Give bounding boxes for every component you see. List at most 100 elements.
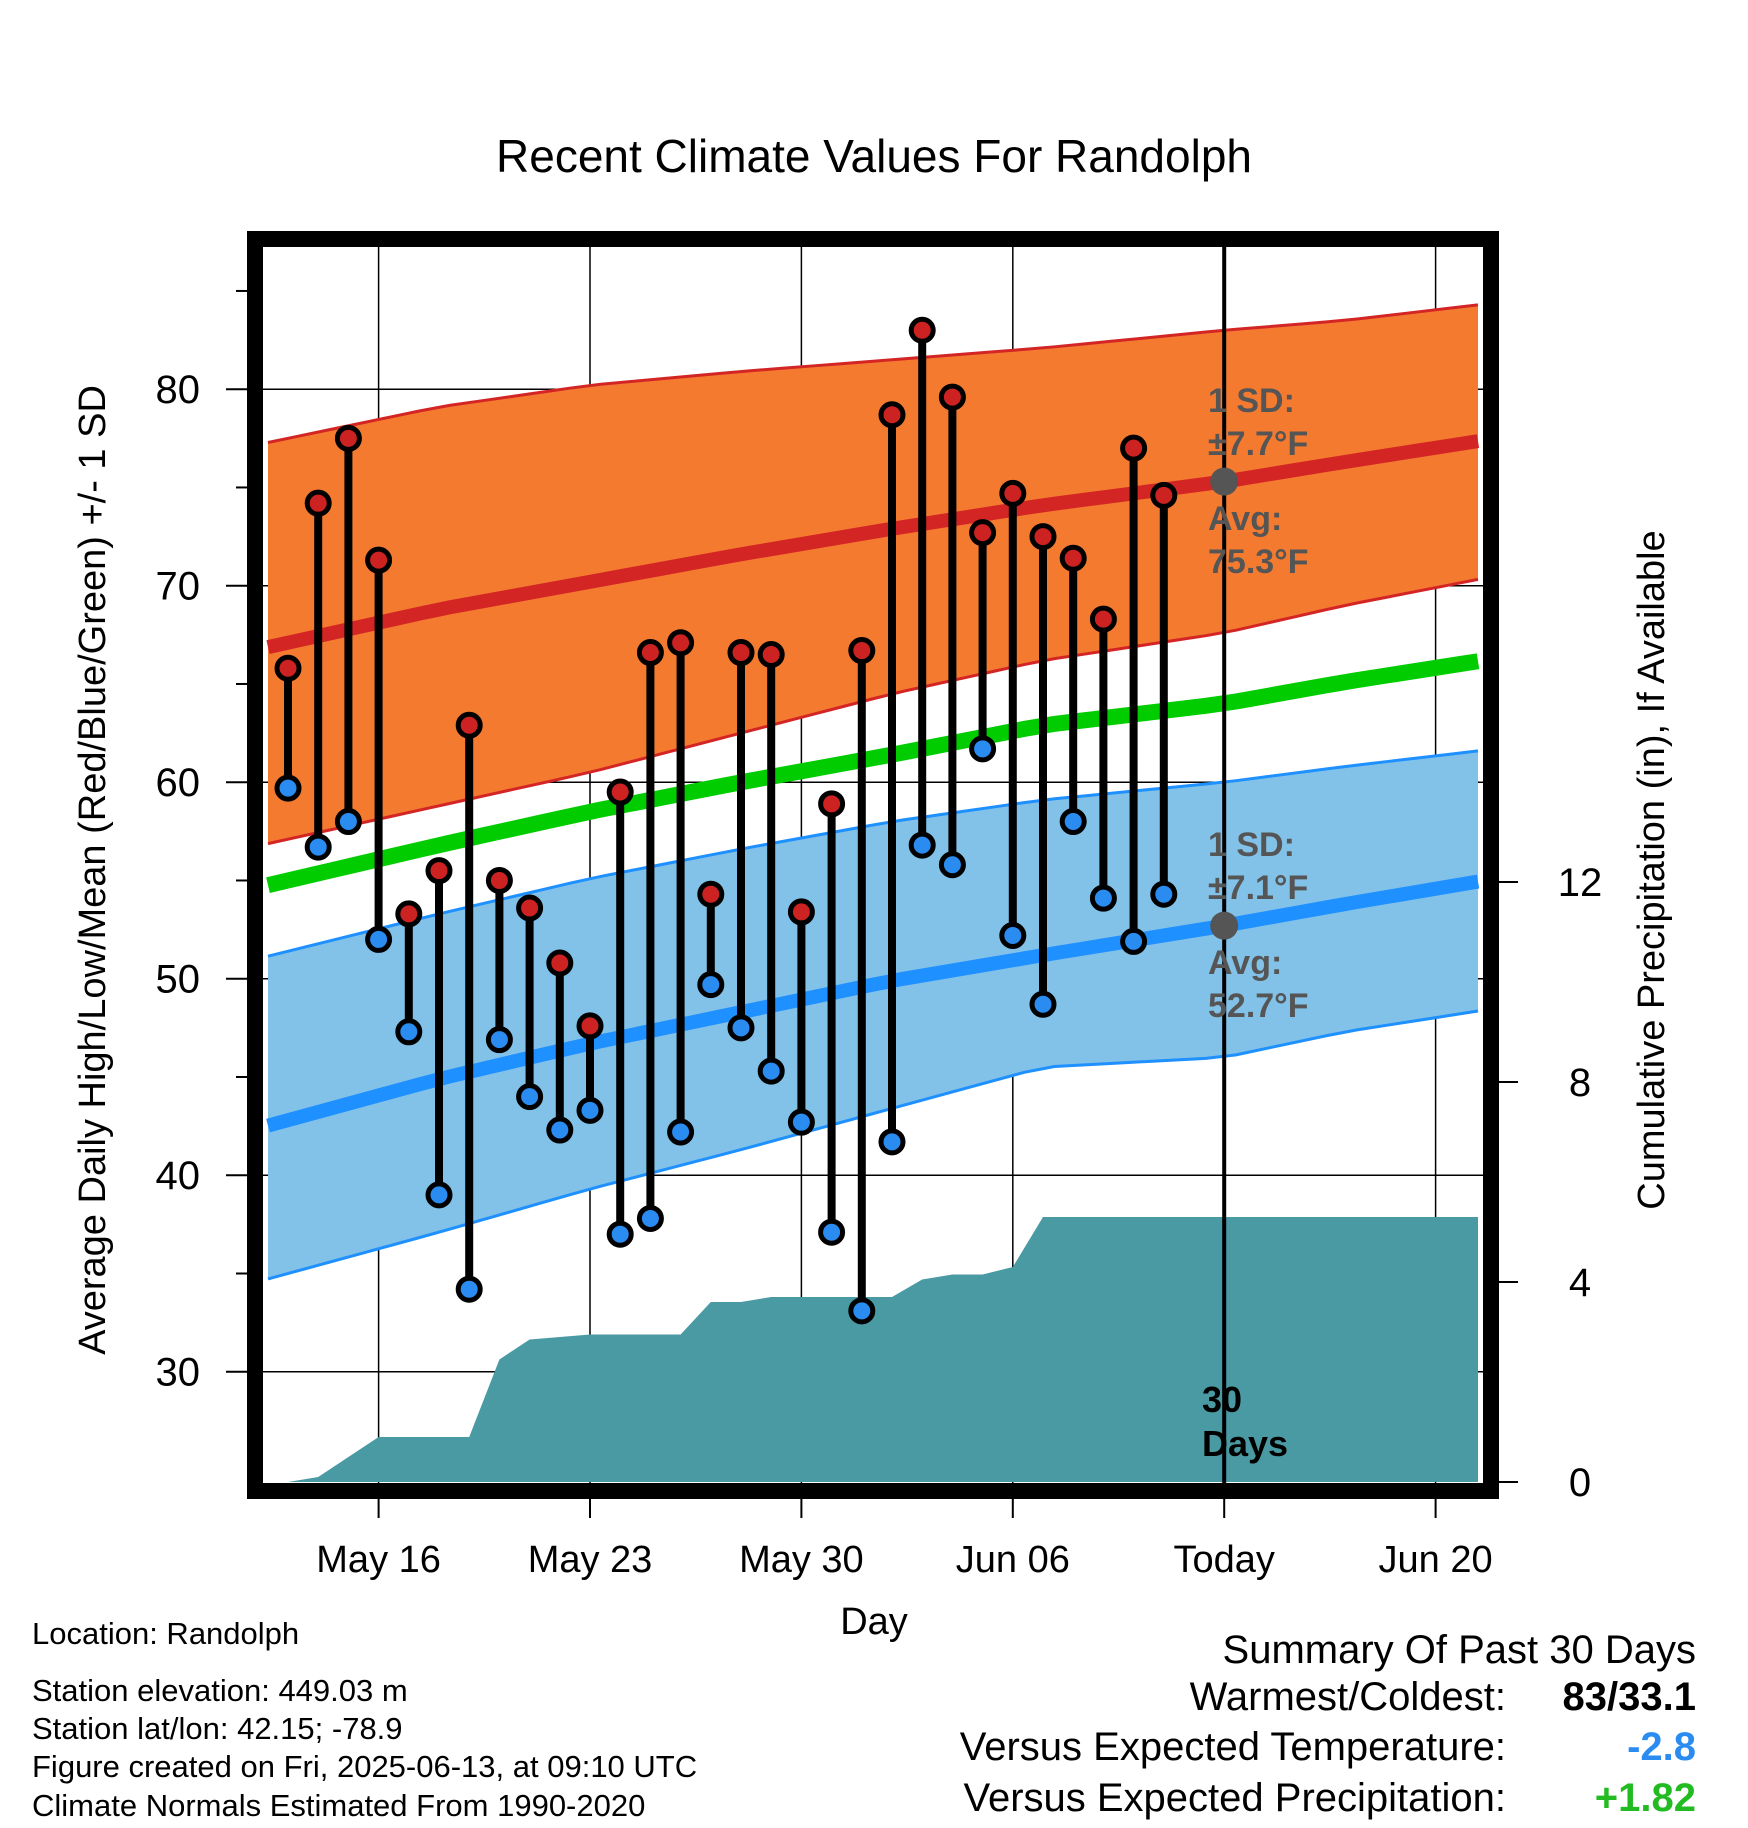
normal-bands	[266, 303, 1480, 1281]
low-point	[455, 1275, 483, 1303]
summary-row-precip: Versus Expected Precipitation: +1.82	[963, 1776, 1696, 1821]
low-sd-value: ±7.1°F	[1208, 869, 1308, 907]
high-point	[667, 629, 695, 657]
today-marker	[1210, 246, 1239, 1484]
low-point	[908, 831, 936, 859]
low-sd-band	[268, 750, 1478, 1279]
high-point	[757, 640, 785, 668]
low-point	[1150, 880, 1178, 908]
footer-elevation: Station elevation: 449.03 m	[32, 1673, 408, 1708]
low-sd-label: 1 SD:	[1208, 826, 1295, 864]
high-point	[787, 898, 815, 926]
low-point	[878, 1128, 906, 1156]
y2-tick-label: 0	[1569, 1461, 1591, 1505]
x-axis-label: Day	[840, 1601, 908, 1643]
high-point	[908, 316, 936, 344]
high-point	[546, 949, 574, 977]
y-tick-label: 60	[156, 761, 201, 805]
x-tick-label: May 30	[739, 1539, 864, 1581]
high-point	[365, 546, 393, 574]
y2-axis-label: Cumulative Precipitation (in), If Availa…	[1631, 530, 1673, 1209]
low-avg-value: 52.7°F	[1208, 987, 1309, 1025]
high-point	[274, 654, 302, 682]
high-point	[516, 894, 544, 922]
summary-row-temp: Versus Expected Temperature: -2.8	[960, 1725, 1696, 1770]
low-point	[1059, 808, 1087, 836]
x-tick-label: Jun 06	[956, 1539, 1070, 1581]
high-point	[1089, 605, 1117, 633]
low-point	[757, 1057, 785, 1085]
low-point	[516, 1083, 544, 1111]
high-avg-line	[266, 434, 1480, 654]
high-point	[304, 489, 332, 517]
y-tick-label: 50	[156, 958, 201, 1002]
high-sd-value: ±7.7°F	[1208, 425, 1308, 463]
high-point	[818, 790, 846, 818]
low-point	[1120, 927, 1148, 955]
temp-diff-value: -2.8	[1627, 1725, 1696, 1769]
y-tick-label: 70	[156, 565, 201, 609]
low-point	[1029, 990, 1057, 1018]
high-point	[576, 1012, 604, 1040]
low-avg-marker	[1210, 911, 1239, 940]
high-point	[848, 637, 876, 665]
y-tick-label: 80	[156, 368, 201, 412]
summary-title: Summary Of Past 30 Days	[1222, 1628, 1696, 1672]
low-point	[485, 1026, 513, 1054]
high-point	[395, 900, 423, 928]
high-upper-line	[267, 303, 1479, 444]
low-point	[697, 971, 725, 999]
low-point	[727, 1014, 755, 1042]
y2-tick-label: 8	[1569, 1061, 1591, 1105]
high-point	[1029, 523, 1057, 551]
x-tick-label: May 23	[528, 1539, 653, 1581]
daily-range-stems	[284, 330, 1168, 1311]
plot-frame	[247, 231, 1499, 1499]
low-point	[274, 774, 302, 802]
precip-area	[268, 1217, 1496, 1482]
precip-diff-label: Versus Expected Precipitation:	[963, 1776, 1506, 1820]
high-point	[485, 866, 513, 894]
high-point	[938, 383, 966, 411]
footer-created: Figure created on Fri, 2025-06-13, at 09…	[32, 1749, 698, 1784]
low-point	[395, 1018, 423, 1046]
low-point	[334, 808, 362, 836]
low-point	[636, 1204, 664, 1232]
high-point	[727, 639, 755, 667]
low-point	[787, 1108, 815, 1136]
high-avg-marker	[1210, 467, 1239, 496]
high-point	[697, 880, 725, 908]
temp-diff-label: Versus Expected Temperature:	[959, 1725, 1506, 1769]
precip-diff-value: +1.82	[1594, 1776, 1696, 1820]
window-count: 30	[1202, 1379, 1242, 1420]
footer-latlon: Station lat/lon: 42.15; -78.9	[32, 1711, 403, 1746]
x-tick-label: May 16	[316, 1539, 441, 1581]
window-unit: Days	[1202, 1423, 1288, 1464]
low-point	[546, 1116, 574, 1144]
footer-location: Location: Randolph	[32, 1616, 300, 1651]
warm-cold-label: Warmest/Coldest:	[1189, 1675, 1506, 1719]
axis-ticks: 30 40 50 60 70 80 0 4 8 12 May 16 May 23 May 30 Jun 0…	[156, 289, 1602, 1581]
low-point	[365, 925, 393, 953]
low-point	[304, 833, 332, 861]
high-point	[1120, 434, 1148, 462]
high-point	[455, 711, 483, 739]
low-point	[938, 851, 966, 879]
high-point	[636, 639, 664, 667]
x-tick-label: Jun 20	[1379, 1539, 1493, 1581]
footer-normals: Climate Normals Estimated From 1990-2020	[32, 1788, 646, 1823]
high-point	[425, 857, 453, 885]
high-avg-value: 75.3°F	[1208, 543, 1309, 581]
low-point	[576, 1096, 604, 1124]
high-avg-label: Avg:	[1208, 500, 1282, 538]
plot-border	[247, 231, 1499, 1499]
high-point	[878, 401, 906, 429]
high-sd-band	[268, 304, 1478, 844]
low-point	[999, 921, 1027, 949]
low-point	[425, 1181, 453, 1209]
high-sd-label: 1 SD:	[1208, 382, 1295, 420]
low-point	[667, 1118, 695, 1146]
low-point	[969, 735, 997, 763]
y-axis-label: Average Daily High/Low/Mean (Red/Blue/Gr…	[72, 385, 114, 1355]
